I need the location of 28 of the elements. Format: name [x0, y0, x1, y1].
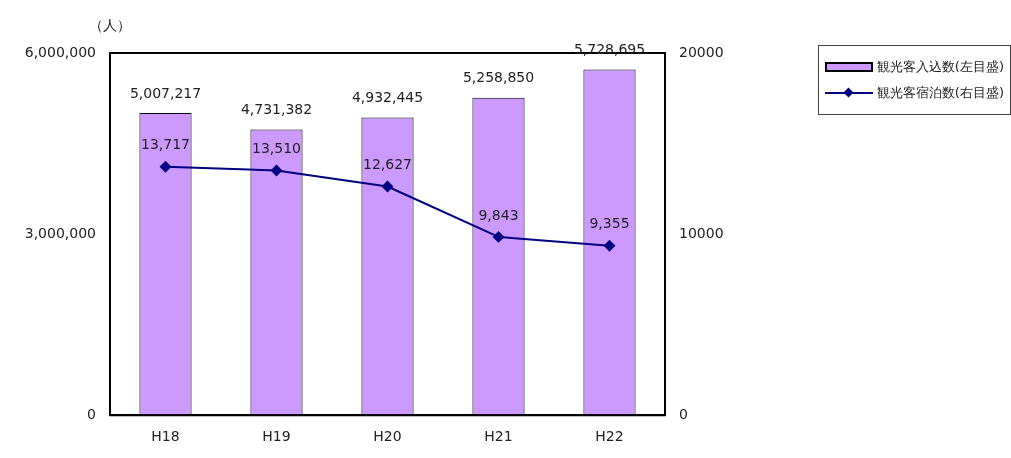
point: [493, 231, 504, 243]
y2-tick-label: 10000: [679, 224, 724, 241]
point: [604, 240, 615, 252]
y2-tick-label: 0: [679, 405, 688, 422]
data-label: 12,627: [363, 156, 412, 173]
x-tick-label: H21: [484, 428, 513, 445]
point: [271, 165, 282, 177]
x-tick-label: H20: [373, 428, 402, 445]
y-tick-label: 6,000,000: [24, 43, 96, 60]
x-tick-label: H19: [262, 428, 291, 445]
y-axis-title: （人）: [89, 16, 131, 33]
y-tick-label: 0: [87, 405, 96, 422]
data-label: 13,510: [252, 140, 301, 157]
point: [160, 161, 171, 173]
legend-label: 観光客宿泊数(右目盛): [876, 84, 1004, 102]
data-label: 13,717: [141, 136, 190, 153]
point: [382, 181, 393, 193]
data-label: 5,258,850: [462, 69, 535, 86]
x-tick-label: H18: [151, 428, 180, 445]
y-tick-label: 3,000,000: [24, 224, 96, 241]
legend-label: 観光客入込数(左目盛): [876, 58, 1004, 76]
data-label: 9,355: [589, 215, 630, 232]
x-tick-label: H22: [595, 428, 624, 445]
data-label: 5,007,217: [129, 84, 202, 101]
data-label: 4,731,382: [240, 101, 313, 118]
y2-tick-label: 20000: [679, 43, 724, 60]
data-label: 4,932,445: [351, 89, 424, 106]
data-label: 9,843: [478, 206, 519, 223]
